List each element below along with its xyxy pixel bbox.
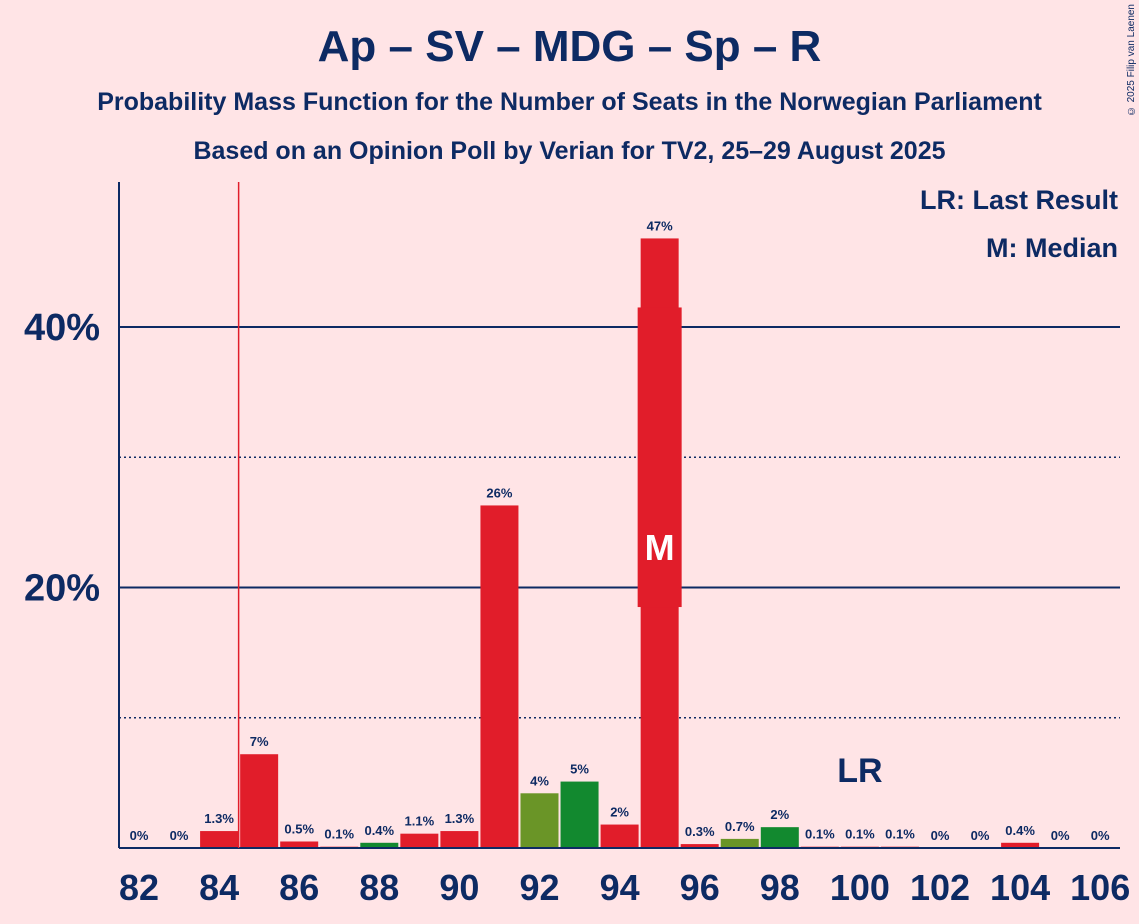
bar-98 bbox=[760, 827, 799, 848]
x-tick-label-94: 94 bbox=[600, 867, 640, 908]
bar-label-98: 2% bbox=[770, 807, 789, 822]
bar-label-105: 0% bbox=[1051, 828, 1070, 843]
y-tick-label-20: 20% bbox=[24, 568, 100, 610]
bar-label-92: 4% bbox=[530, 773, 549, 788]
bar-label-106: 0% bbox=[1091, 828, 1110, 843]
bar-label-100: 0.1% bbox=[845, 827, 875, 842]
y-tick-label-40: 40% bbox=[24, 307, 100, 349]
bar-label-89: 1.1% bbox=[405, 814, 435, 829]
legend-median: M: Median bbox=[986, 233, 1118, 263]
bar-label-93: 5% bbox=[570, 762, 589, 777]
bar-94 bbox=[600, 824, 639, 848]
last-result-marker: LR bbox=[837, 752, 882, 790]
bar-89 bbox=[400, 833, 439, 848]
x-tick-label-90: 90 bbox=[439, 867, 479, 908]
chart-subtitle: Probability Mass Function for the Number… bbox=[97, 88, 1042, 116]
bar-label-95: 47% bbox=[647, 218, 673, 233]
bar-value-labels: 0% 0% 1.3% 7% 0.5% 0.1% 0.4% 1.1% 1.3% 26% 4% 5% 2% 4… bbox=[130, 218, 1110, 843]
chart-markers: M LR bbox=[237, 182, 883, 848]
bar-93 bbox=[560, 781, 599, 848]
x-tick-label-98: 98 bbox=[760, 867, 800, 908]
chart-subtitle-poll: Based on an Opinion Poll by Verian for T… bbox=[193, 137, 946, 165]
bar-label-103: 0% bbox=[971, 828, 990, 843]
x-tick-label-96: 96 bbox=[680, 867, 720, 908]
x-tick-label-88: 88 bbox=[359, 867, 399, 908]
bar-label-85: 7% bbox=[250, 734, 269, 749]
bar-92 bbox=[520, 793, 559, 848]
bar-label-83: 0% bbox=[170, 828, 189, 843]
bar-label-82: 0% bbox=[130, 828, 149, 843]
x-tick-label-104: 104 bbox=[990, 867, 1050, 908]
bar-label-101: 0.1% bbox=[885, 827, 915, 842]
median-marker: M bbox=[645, 527, 675, 568]
bar-86 bbox=[280, 841, 319, 848]
x-tick-label-84: 84 bbox=[199, 867, 239, 908]
bar-label-97: 0.7% bbox=[725, 819, 755, 834]
axes: 20% 40% 82 84 86 88 90 92 94 96 98 100 102 104 106 bbox=[24, 182, 1130, 908]
bar-label-94: 2% bbox=[610, 805, 629, 820]
bar-90 bbox=[440, 831, 479, 848]
legend-last-result: LR: Last Result bbox=[920, 185, 1118, 215]
x-tick-label-106: 106 bbox=[1070, 867, 1130, 908]
bar-label-87: 0.1% bbox=[324, 827, 354, 842]
x-tick-label-92: 92 bbox=[519, 867, 559, 908]
x-tick-label-86: 86 bbox=[279, 867, 319, 908]
chart-title: Ap – SV – MDG – Sp – R bbox=[317, 22, 822, 71]
bar-label-84: 1.3% bbox=[204, 811, 234, 826]
bar-97 bbox=[720, 838, 759, 848]
x-tick-label-100: 100 bbox=[830, 867, 890, 908]
bar-85 bbox=[240, 754, 279, 848]
bar-label-86: 0.5% bbox=[284, 821, 314, 836]
bar-label-90: 1.3% bbox=[445, 811, 475, 826]
bar-91 bbox=[480, 505, 519, 848]
bar-label-102: 0% bbox=[931, 828, 950, 843]
bar-label-99: 0.1% bbox=[805, 827, 835, 842]
bar-label-88: 0.4% bbox=[364, 823, 394, 838]
bar-84 bbox=[200, 831, 239, 848]
median-bar-gap bbox=[637, 307, 682, 608]
bar-104 bbox=[1001, 842, 1040, 848]
bar-label-91: 26% bbox=[486, 485, 512, 500]
bar-96 bbox=[680, 844, 719, 848]
bar-series bbox=[200, 238, 1040, 848]
bar-88 bbox=[360, 842, 399, 848]
grid-lines bbox=[119, 326, 1120, 719]
bar-label-96: 0.3% bbox=[685, 824, 715, 839]
x-tick-label-102: 102 bbox=[910, 867, 970, 908]
x-tick-label-82: 82 bbox=[119, 867, 159, 908]
bar-label-104: 0.4% bbox=[1005, 823, 1035, 838]
